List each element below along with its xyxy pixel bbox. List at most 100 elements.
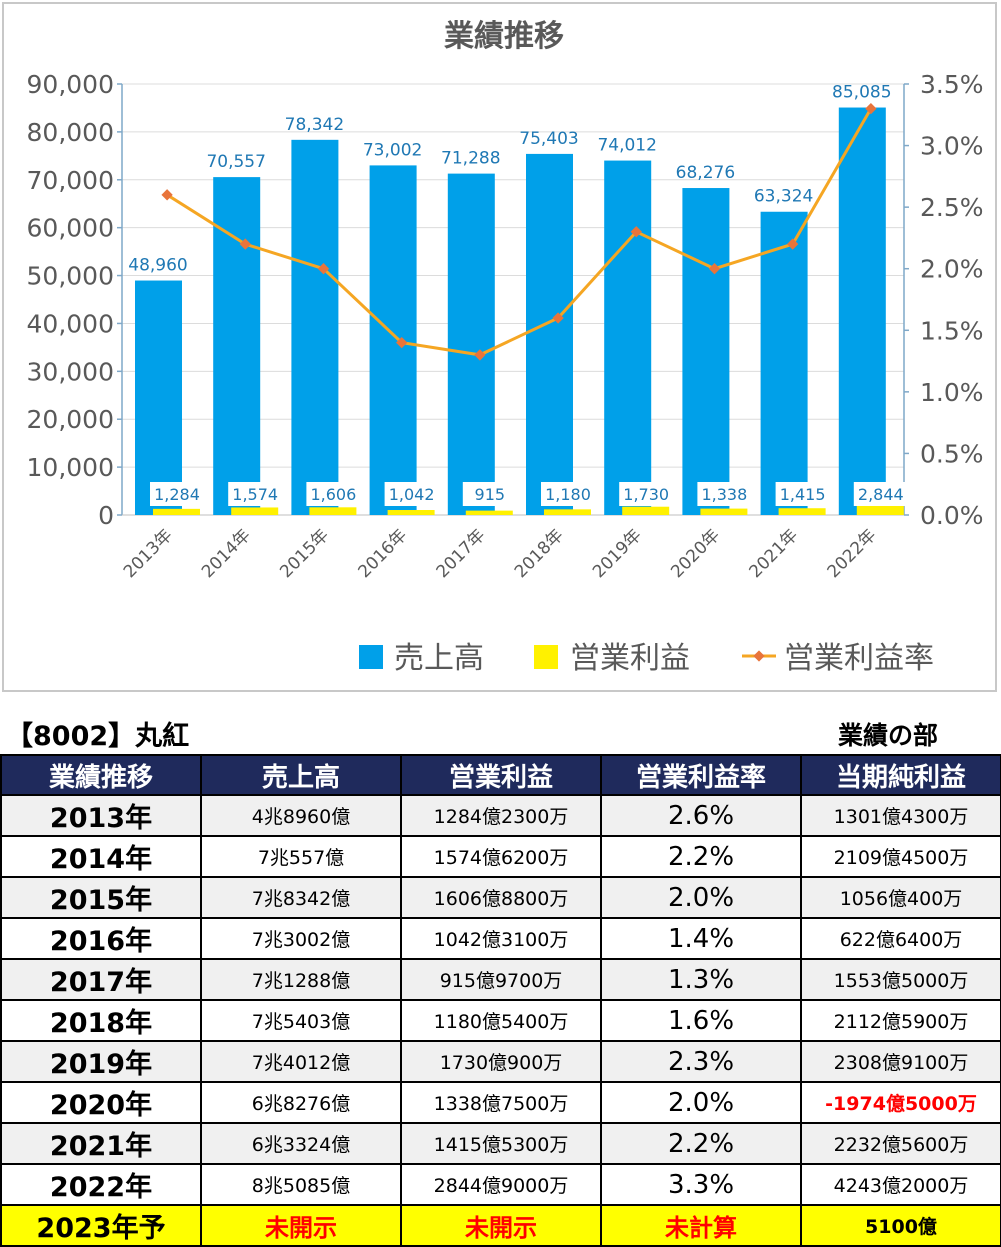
- cell-year: 2019年: [0, 1040, 202, 1083]
- cell-net-income: 2308億9100万: [800, 1040, 1001, 1083]
- operating-profit-label-bg: [150, 482, 204, 506]
- operating-profit-bar: [465, 510, 513, 515]
- revenue-data-label: 48,960: [128, 256, 187, 276]
- cell-net-income: 2112億5900万: [800, 999, 1001, 1042]
- cell-operating-margin: 1.6%: [600, 999, 802, 1042]
- cell-operating-margin: 2.0%: [600, 1081, 802, 1124]
- legend-label-revenue: 売上高: [394, 641, 484, 676]
- cell-year: 2023年予: [0, 1204, 202, 1247]
- cell-revenue: 7兆557億: [200, 835, 402, 878]
- operating-margin-point: [474, 349, 486, 361]
- y-tick-label: 80,000: [27, 118, 114, 147]
- cell-year: 2020年: [0, 1081, 202, 1124]
- cell-year: 2022年: [0, 1163, 202, 1206]
- operating-profit-bar: [387, 510, 435, 515]
- y-tick-label: 60,000: [27, 214, 114, 243]
- operating-profit-label-bg: [775, 482, 830, 506]
- table-row: 2021年 6兆3324億 1415億5300万 2.2% 2232億5600万: [0, 1122, 1001, 1165]
- cell-net-income: -1974億5000万: [800, 1081, 1001, 1124]
- operating-margin-point: [239, 238, 251, 250]
- operating-margin-point: [396, 336, 408, 349]
- operating-profit-label-bg: [306, 482, 361, 506]
- x-tick-label: 2016年: [354, 525, 411, 582]
- cell-net-income: 2109億4500万: [800, 835, 1001, 878]
- revenue-data-label: 71,288: [441, 149, 500, 169]
- legend-swatch-revenue: [359, 645, 383, 669]
- y2-tick-label: 2.0%: [920, 255, 984, 284]
- cell-operating-margin: 2.2%: [600, 1122, 802, 1165]
- revenue-data-label: 74,012: [597, 136, 656, 156]
- operating-margin-point: [708, 263, 721, 275]
- revenue-bar: [760, 211, 808, 515]
- x-tick-label: 2014年: [198, 525, 255, 582]
- revenue-data-label: 75,403: [519, 129, 578, 149]
- cell-operating-margin: 2.0%: [600, 876, 802, 919]
- cell-operating-margin: 2.2%: [600, 835, 802, 878]
- revenue-data-label: 63,324: [754, 187, 813, 207]
- cell-revenue: 7兆1288億: [200, 958, 402, 1001]
- operating-profit-data-label: 2,844: [858, 485, 904, 504]
- operating-profit-label-bg: [853, 482, 908, 506]
- revenue-data-label: 68,276: [676, 163, 735, 183]
- legend-label-operating-profit: 営業利益: [570, 641, 690, 676]
- operating-profit-bar: [231, 507, 279, 515]
- revenue-bar: [838, 107, 886, 516]
- cell-operating-margin: 1.4%: [600, 917, 802, 960]
- header-period: 業績推移: [0, 754, 202, 796]
- operating-profit-data-label: 1,180: [545, 485, 591, 504]
- operating-profit-data-label: 915: [475, 485, 506, 504]
- cell-year: 2015年: [0, 876, 202, 919]
- table-row: 2019年 7兆4012億 1730億900万 2.3% 2308億9100万: [0, 1040, 1001, 1083]
- revenue-bar: [447, 173, 495, 516]
- cell-revenue: 8兆5085億: [200, 1163, 402, 1206]
- cell-operating-profit: 2844億9000万: [400, 1163, 602, 1206]
- cell-operating-margin: 2.6%: [600, 794, 802, 837]
- cell-year: 2017年: [0, 958, 202, 1001]
- operating-margin-point: [630, 226, 642, 238]
- cell-net-income: 622億6400万: [800, 917, 1001, 960]
- operating-profit-data-label: 1,574: [232, 485, 278, 504]
- operating-profit-label-bg: [541, 482, 595, 506]
- operating-profit-data-label: 1,606: [310, 485, 356, 504]
- cell-revenue: 7兆3002億: [200, 917, 402, 960]
- legend-marker-operating-margin: [753, 650, 765, 662]
- y-tick-label: 10,000: [27, 453, 114, 482]
- cell-net-income: 5100億: [800, 1204, 1001, 1247]
- operating-profit-bar: [309, 507, 357, 515]
- cell-revenue: 6兆8276億: [200, 1081, 402, 1124]
- cell-operating-profit: 1284億2300万: [400, 794, 602, 837]
- operating-profit-label-bg: [697, 482, 752, 506]
- revenue-bar: [291, 139, 339, 516]
- cell-operating-margin: 2.3%: [600, 1040, 802, 1083]
- cell-revenue: 4兆8960億: [200, 794, 402, 837]
- revenue-bar: [213, 177, 261, 516]
- performance-chart: 業績推移 0 10,000 20,000 30,000 40,000 50,000 60,00…: [27, 19, 984, 676]
- cell-operating-profit: 1180億5400万: [400, 999, 602, 1042]
- y-tick-label: 20,000: [27, 405, 114, 434]
- y2-tick-label: 0.5%: [920, 439, 984, 468]
- x-tick-label: 2017年: [433, 525, 490, 582]
- cell-operating-profit: 1042億3100万: [400, 917, 602, 960]
- operating-margin-point: [317, 263, 330, 275]
- performance-table: 業績推移 売上高 営業利益 営業利益率 当期純利益 2013年 4兆8960億 12…: [0, 754, 1001, 1247]
- cell-revenue: 7兆5403億: [200, 999, 402, 1042]
- operating-profit-label-bg: [462, 482, 517, 506]
- cell-year: 2016年: [0, 917, 202, 960]
- cell-operating-profit: 1415億5300万: [400, 1122, 602, 1165]
- cell-operating-profit: 1606億8800万: [400, 876, 602, 919]
- y2-tick-label: 1.0%: [920, 378, 984, 407]
- operating-profit-bar: [700, 508, 748, 515]
- section-label: 業績の部: [838, 721, 939, 750]
- revenue-data-label: 70,557: [206, 152, 265, 172]
- cell-year: 2018年: [0, 999, 202, 1042]
- y-tick-label: 0: [98, 501, 114, 530]
- table-row: 2018年 7兆5403億 1180億5400万 1.6% 2112億5900万: [0, 999, 1001, 1042]
- cell-operating-margin: 1.3%: [600, 958, 802, 1001]
- revenue-bar: [135, 280, 182, 515]
- header-operating-margin: 営業利益率: [600, 754, 802, 796]
- revenue-data-label: 78,342: [285, 115, 344, 135]
- table-row: 2016年 7兆3002億 1042億3100万 1.4% 622億6400万: [0, 917, 1001, 960]
- operating-profit-data-label: 1,338: [701, 485, 747, 504]
- revenue-bar: [604, 160, 652, 515]
- cell-net-income: 4243億2000万: [800, 1163, 1001, 1206]
